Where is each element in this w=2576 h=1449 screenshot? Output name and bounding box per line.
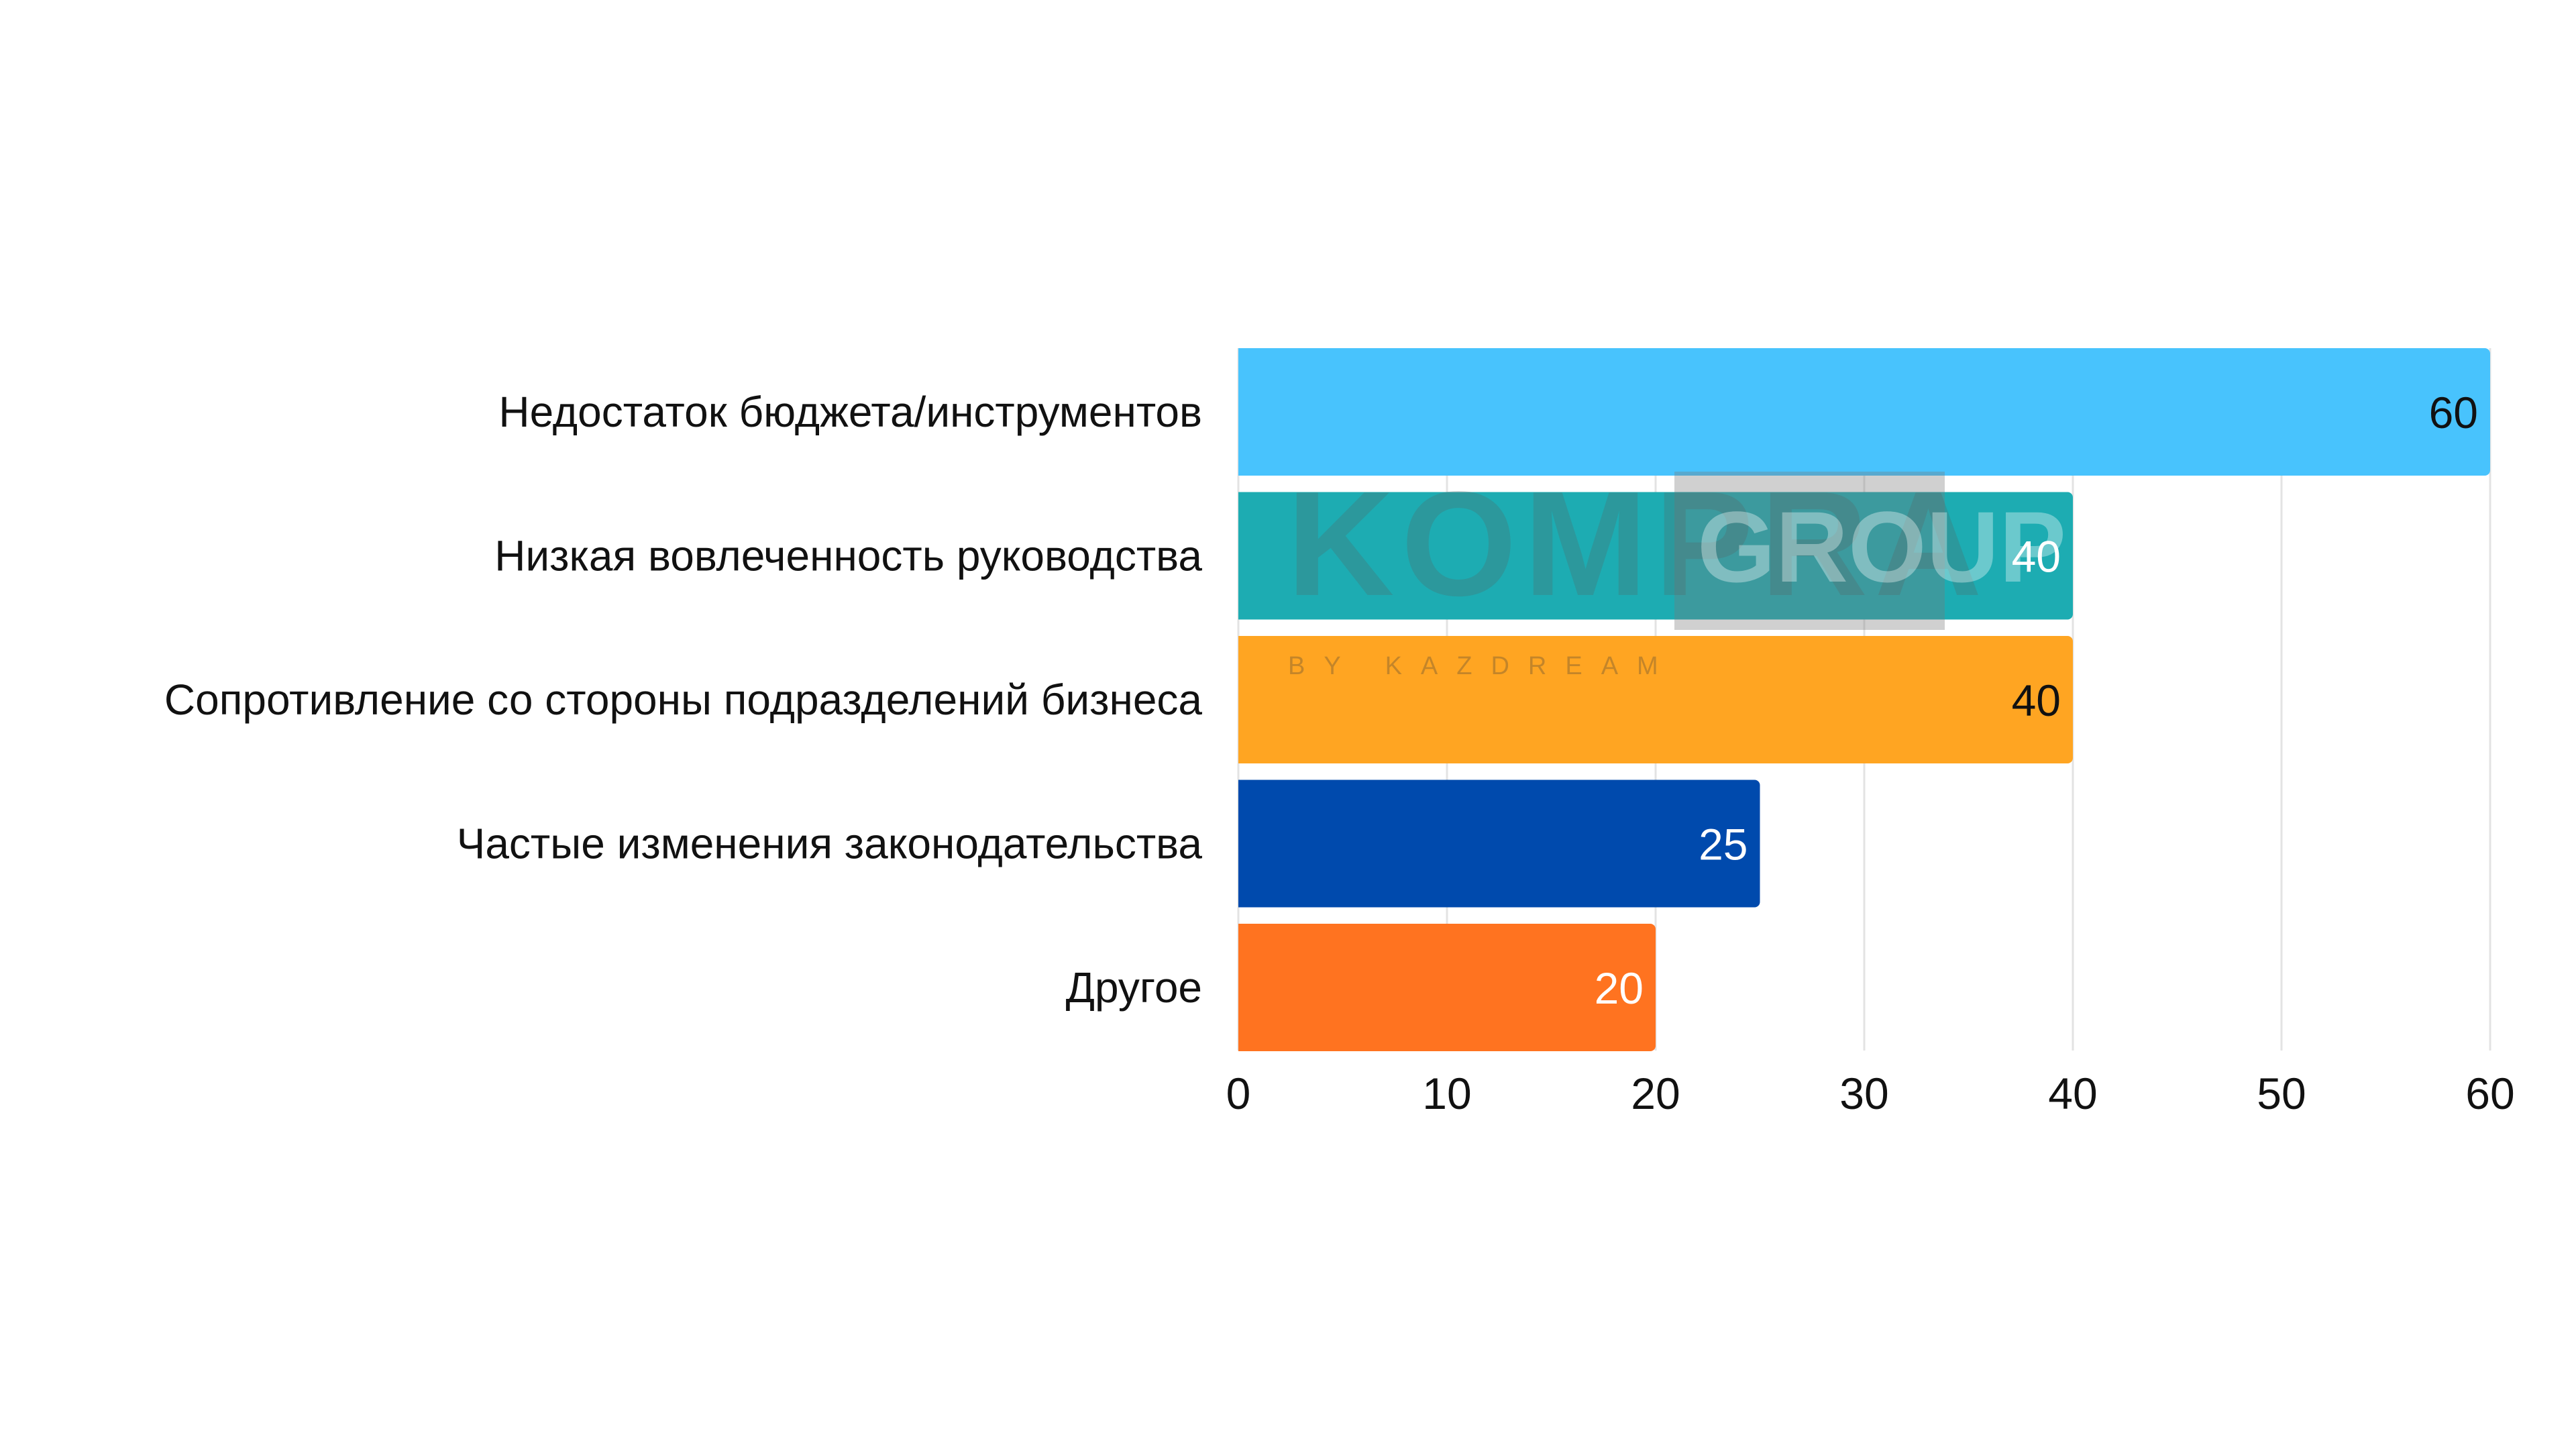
- data-label: 40: [2012, 532, 2061, 582]
- category-label: Низкая вовлеченность руководства: [494, 532, 1202, 580]
- bar: [1238, 636, 2073, 763]
- bar-edge: [1238, 492, 1252, 620]
- data-label: 25: [1699, 820, 1748, 869]
- category-label: Частые изменения законодательства: [457, 820, 1203, 868]
- x-tick-label: 30: [1839, 1069, 1888, 1118]
- bar-edge: [1238, 636, 1252, 763]
- bar-edge: [1238, 924, 1252, 1051]
- bar-edge: [1238, 780, 1252, 908]
- x-tick-label: 40: [2048, 1069, 2097, 1118]
- data-label: 60: [2429, 388, 2478, 437]
- bar: [1238, 492, 2073, 620]
- bars: Недостаток бюджета/инструментов 60 Низкая …: [164, 348, 2490, 1051]
- x-tick-label: 60: [2465, 1069, 2514, 1118]
- category-label: Недостаток бюджета/инструментов: [498, 388, 1202, 436]
- category-label: Другое: [1066, 963, 1202, 1012]
- bar: [1238, 348, 2490, 476]
- x-tick-label: 0: [1226, 1069, 1251, 1118]
- x-tick-label: 20: [1631, 1069, 1680, 1118]
- bar-edge: [1238, 348, 1252, 476]
- bar: [1238, 780, 1760, 908]
- data-label: 40: [2012, 676, 2061, 725]
- x-tick-label: 50: [2257, 1069, 2306, 1118]
- category-label: Сопротивление со стороны подразделений б…: [164, 676, 1203, 724]
- x-tick-label: 10: [1422, 1069, 1471, 1118]
- data-label: 20: [1595, 963, 1644, 1013]
- bar: [1238, 924, 1656, 1051]
- x-axis-ticks: 0 10 20 30 40 50 60: [1226, 1069, 2515, 1118]
